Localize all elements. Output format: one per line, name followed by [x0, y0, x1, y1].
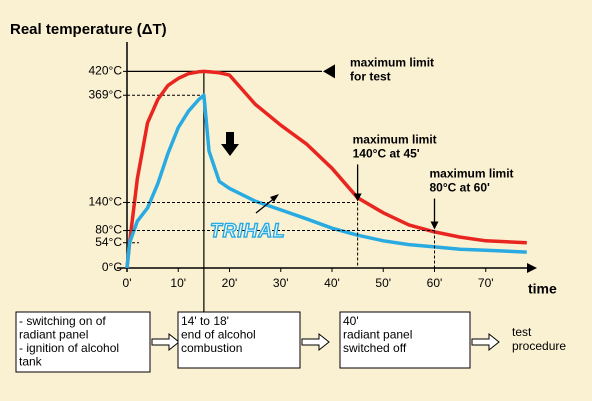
- step-arrow: [151, 332, 180, 352]
- step-text: tank: [19, 355, 43, 369]
- annotation-arrow: [430, 221, 439, 230]
- series-line: [125, 69, 527, 269]
- x-tick-label: 30': [273, 276, 289, 290]
- annotation: 80°C at 60': [430, 181, 490, 195]
- step-text: 14' to 18': [181, 314, 229, 328]
- x-tick-label: 40': [324, 276, 340, 290]
- x-tick-label: 50': [375, 276, 391, 290]
- chart-title: Real temperature (ΔT): [10, 21, 167, 38]
- step-box: [177, 311, 301, 369]
- annotation: maximum limit: [350, 56, 434, 70]
- result-text: test: [512, 325, 532, 339]
- step-text: - ignition of alcohol: [19, 341, 119, 355]
- x-tick-label: 10': [170, 276, 186, 290]
- annotation: for test: [350, 70, 391, 84]
- x-axis-arrow: [527, 263, 537, 273]
- step-arrow: [301, 332, 330, 352]
- step-text: switched off: [343, 341, 407, 355]
- y-tick-label: 80°C: [95, 223, 122, 237]
- step-text: end of alcohol: [181, 328, 256, 342]
- annotation: maximum limit: [430, 167, 514, 181]
- logo-pointer-head: [270, 194, 279, 202]
- step-box: [15, 311, 151, 373]
- step-text: radiant panel: [19, 328, 88, 342]
- step-box: [339, 311, 471, 369]
- x-axis-label: time: [528, 281, 557, 297]
- step-arrow: [471, 332, 500, 352]
- logo: TRIHAL: [210, 221, 286, 242]
- series-line: [125, 93, 527, 269]
- step-text: 40': [343, 314, 359, 328]
- y-tick-label: 140°C: [89, 195, 123, 209]
- drop-arrow: [221, 132, 239, 156]
- step-text: - switching on of: [19, 314, 106, 328]
- annotation-arrow: [353, 193, 362, 202]
- y-tick-label: 420°C: [89, 64, 123, 78]
- x-tick-label: 20': [222, 276, 238, 290]
- step-text: radiant panel: [343, 328, 412, 342]
- x-tick-label: 0': [123, 276, 132, 290]
- annotation: 140°C at 45': [353, 147, 420, 161]
- annotation-arrow: [323, 64, 335, 79]
- y-tick-label: 0°C: [102, 260, 122, 274]
- y-tick-label: 54°C: [95, 235, 122, 249]
- x-tick-label: 60': [427, 276, 443, 290]
- result-text: procedure: [512, 339, 566, 353]
- y-tick-label: 369°C: [89, 87, 123, 101]
- x-tick-label: 70': [478, 276, 494, 290]
- step-text: combustion: [181, 341, 242, 355]
- annotation: maximum limit: [353, 133, 437, 147]
